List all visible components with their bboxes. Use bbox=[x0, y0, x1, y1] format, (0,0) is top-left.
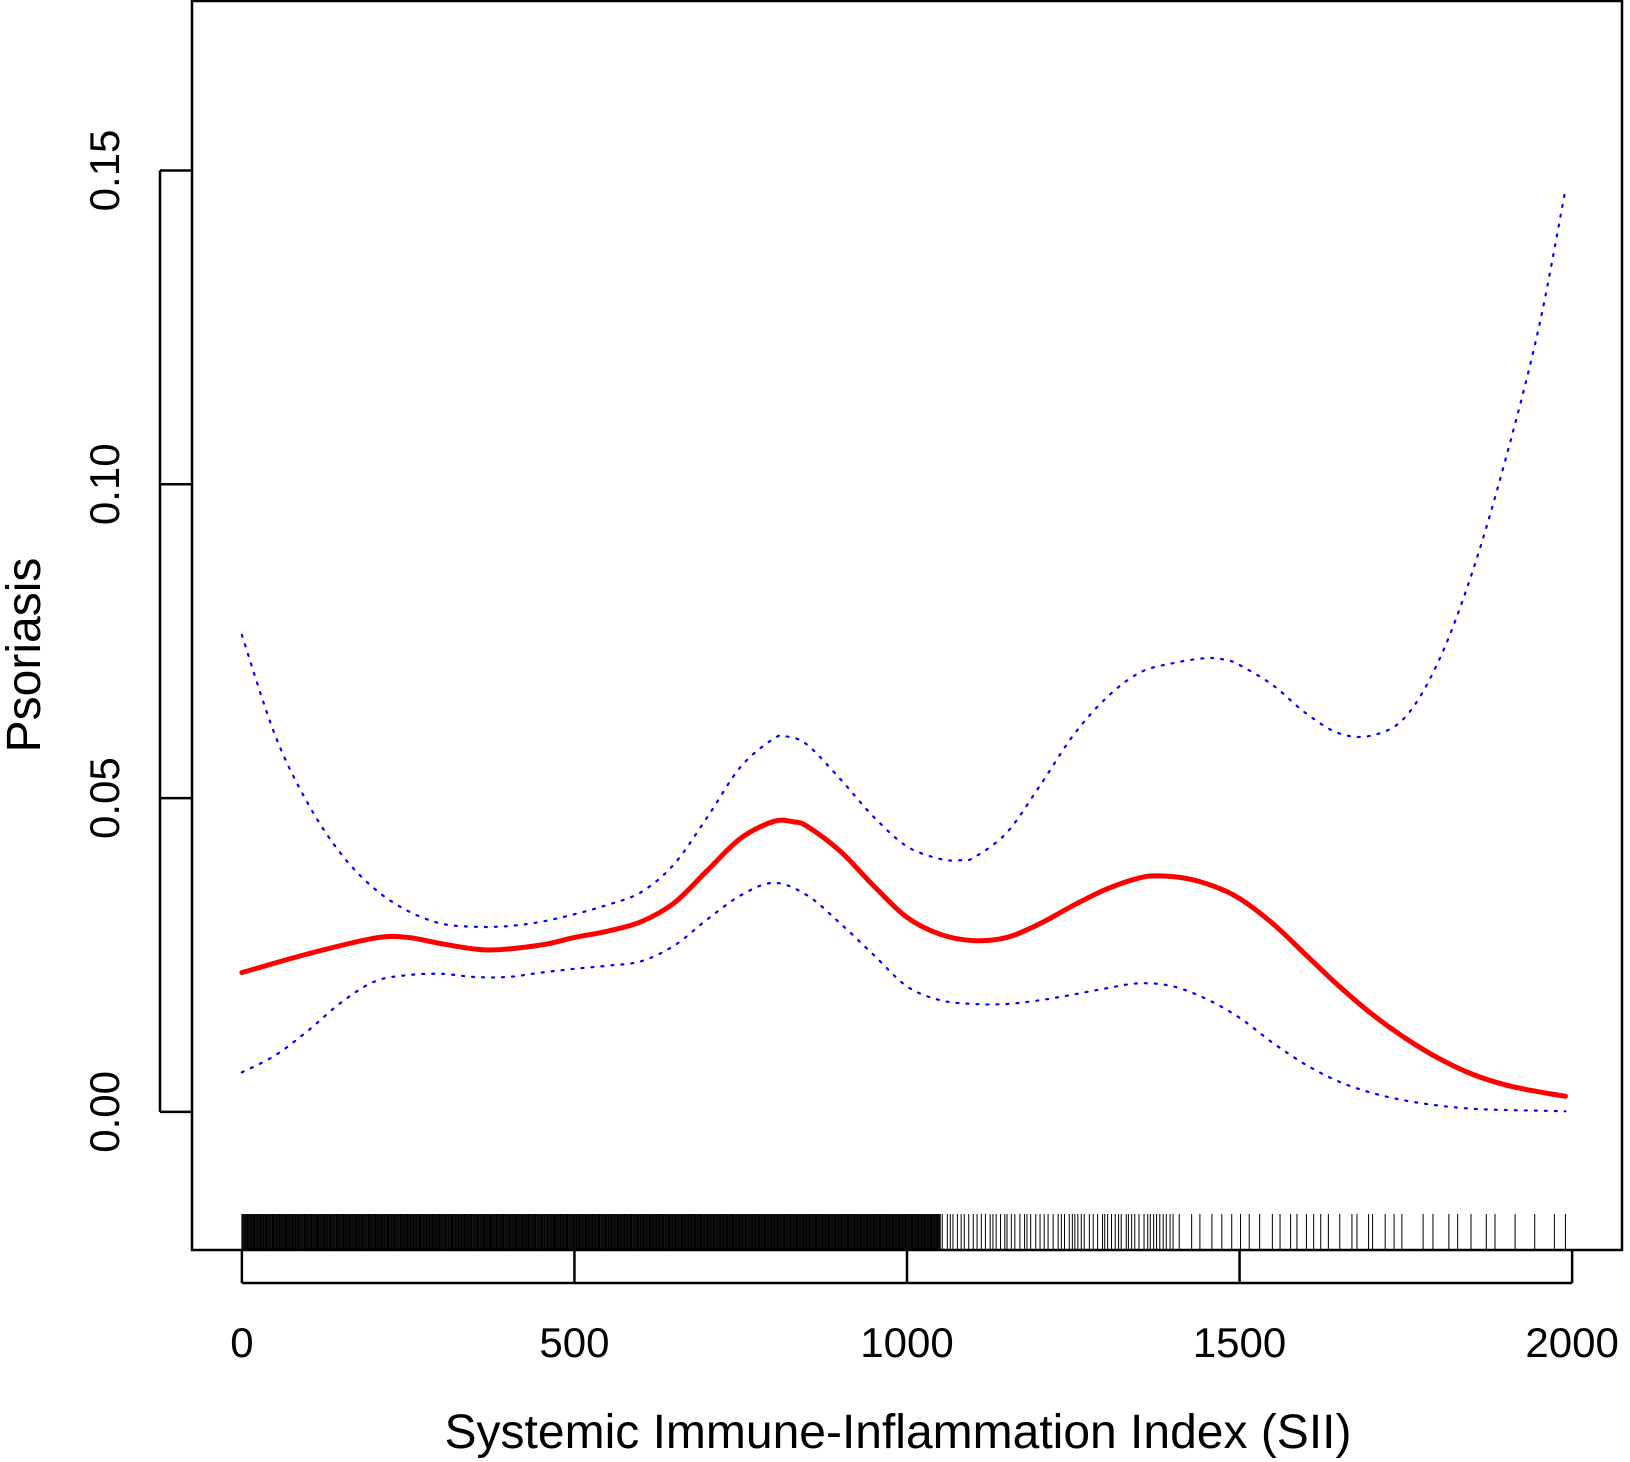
plot-box bbox=[190, 0, 1624, 1252]
x-tick-label: 500 bbox=[539, 1319, 609, 1366]
series-lines bbox=[239, 188, 1568, 1113]
x-tick-label: 0 bbox=[230, 1319, 253, 1366]
fit-line bbox=[239, 817, 1568, 1099]
x-tick-label: 2000 bbox=[1525, 1319, 1618, 1366]
y-axis-title: Psoriasis bbox=[0, 558, 51, 753]
x-axis: 0 500 1000 1500 2000 bbox=[230, 1250, 1619, 1366]
x-tick-label: 1000 bbox=[860, 1319, 953, 1366]
y-tick-label: 0.00 bbox=[81, 1071, 128, 1153]
y-tick-label: 0.05 bbox=[81, 757, 128, 839]
x-tick-label: 1500 bbox=[1193, 1319, 1286, 1366]
lower-ci-line bbox=[240, 881, 1567, 1113]
y-tick-label: 0.10 bbox=[81, 443, 128, 525]
rug-marks bbox=[241, 1214, 1566, 1250]
x-axis-title: Systemic Immune-Inflammation Index (SII) bbox=[445, 1406, 1352, 1459]
y-tick-label: 0.15 bbox=[81, 130, 128, 212]
upper-ci-line bbox=[240, 188, 1567, 929]
y-axis: 0.00 0.05 0.10 0.15 bbox=[81, 130, 192, 1153]
